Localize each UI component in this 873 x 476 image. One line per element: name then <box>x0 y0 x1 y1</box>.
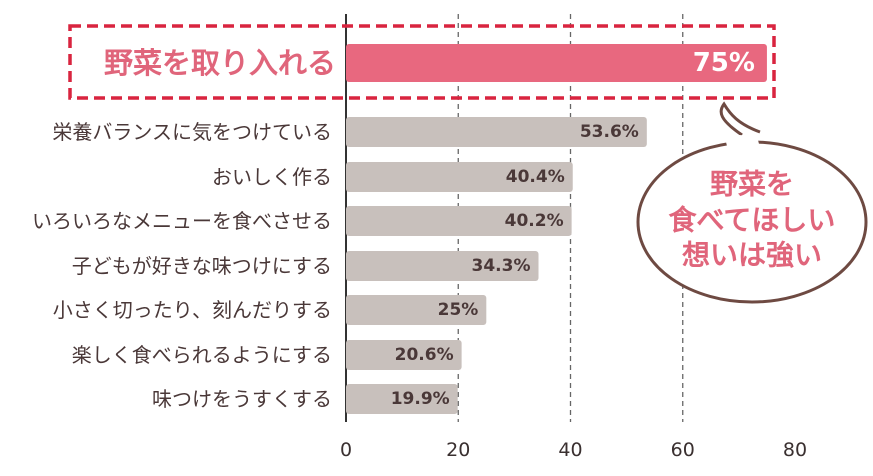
value-label-0: 75% <box>693 48 755 78</box>
value-labels: 75% 53.6% 40.4% 40.2% 34.3% 25% 20.6% 19.9% <box>391 48 755 409</box>
x-tick-60: 60 <box>671 439 695 461</box>
bar-4 <box>346 251 539 281</box>
value-label-5: 25% <box>438 300 479 320</box>
category-label-4: 子どもが好きな味つけにする <box>72 254 332 278</box>
x-tick-labels: 0 20 40 60 80 <box>340 439 807 461</box>
value-label-3: 40.2% <box>505 211 564 231</box>
x-tick-40: 40 <box>558 439 582 461</box>
bar-2 <box>346 162 573 192</box>
value-label-1: 53.6% <box>580 122 639 142</box>
bar-0 <box>346 44 767 82</box>
value-label-6: 20.6% <box>395 345 454 365</box>
category-label-2: おいしく作る <box>212 165 332 189</box>
category-label-1: 栄養バランスに気をつけている <box>52 120 332 144</box>
value-label-7: 19.9% <box>391 389 450 409</box>
callout-line-0: 野菜を <box>710 168 794 201</box>
bar-5 <box>346 295 487 325</box>
value-label-4: 34.3% <box>472 256 531 276</box>
x-tick-80: 80 <box>783 439 807 461</box>
bar-7 <box>346 384 458 414</box>
category-label-3: いろいろなメニューを食べさせる <box>32 209 332 233</box>
category-label-0: 野菜を取り入れる <box>104 46 336 80</box>
value-label-2: 40.4% <box>506 167 565 187</box>
callout-line-2: 想いは強い <box>682 239 822 272</box>
bar-6 <box>346 340 462 370</box>
x-tick-0: 0 <box>340 439 352 461</box>
bar-1 <box>346 117 647 147</box>
x-tick-20: 20 <box>446 439 470 461</box>
callout-tail <box>719 101 761 137</box>
category-label-5: 小さく切ったり、刻んだりする <box>53 298 332 322</box>
callout-line-1: 食べてほしい <box>669 204 836 237</box>
highlight-frame <box>68 24 776 100</box>
bars <box>68 24 776 414</box>
category-labels: 野菜を取り入れる栄養バランスに気をつけているおいしく作るいろいろなメニューを食べ… <box>32 46 336 411</box>
category-label-6: 楽しく食べられるようにする <box>72 343 332 367</box>
category-label-7: 味つけをうすくする <box>152 387 332 411</box>
bar-3 <box>346 206 572 236</box>
callout-join <box>726 135 760 150</box>
